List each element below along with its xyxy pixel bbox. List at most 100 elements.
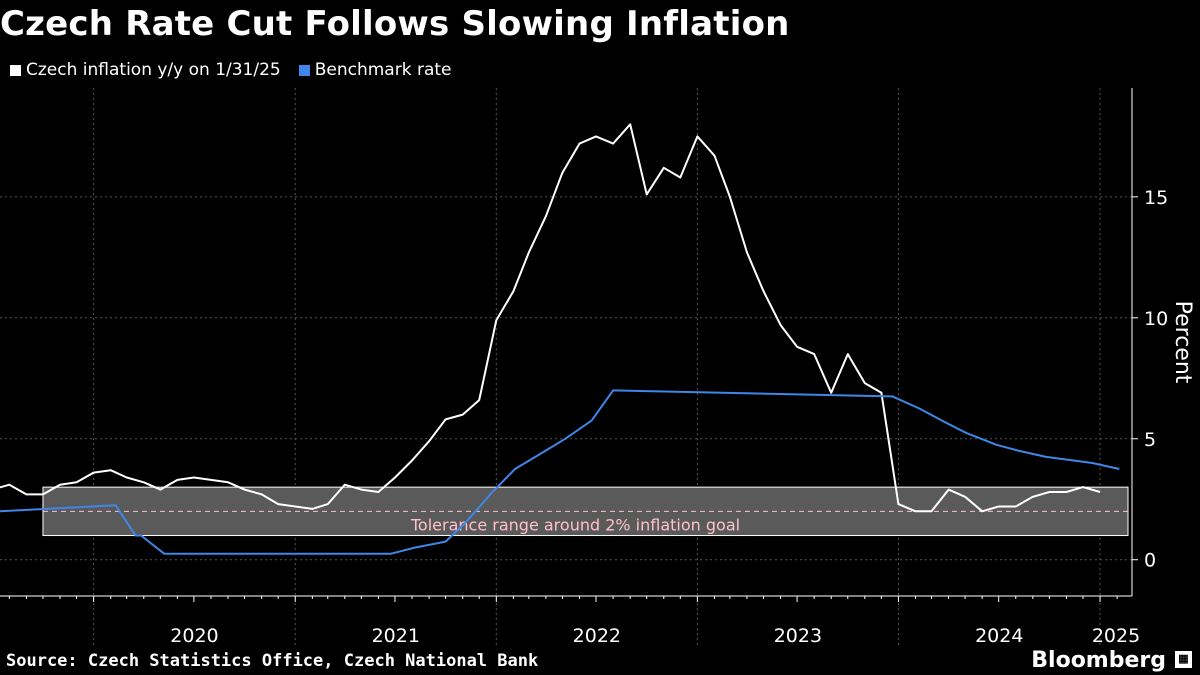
x-tick-label: 2025 [1092,625,1140,647]
data-point-inflation [997,505,1000,508]
data-point-inflation [411,459,414,462]
data-point-inflation [142,481,145,484]
data-point-inflation [745,251,748,254]
tolerance-band-layer: Tolerance range around 2% inflation goal [42,486,1129,537]
data-point-inflation [294,505,297,508]
data-point-inflation [762,290,765,293]
y-tick-label: 5 [1144,429,1156,451]
data-point-inflation [813,353,816,356]
data-point-inflation [393,476,396,479]
data-point-benchmark-rate [514,468,517,471]
y-tick-label: 15 [1144,187,1168,209]
data-point-benchmark-rate [490,492,493,495]
data-point-benchmark-rate [444,540,447,543]
data-point-inflation [629,123,632,126]
data-point-benchmark-rate [891,395,894,398]
data-point-inflation [595,135,598,138]
data-point-inflation [1081,486,1084,489]
data-point-inflation [796,345,799,348]
axis-layer: 0 5 10 15 2020 2021 2022 2023 2024 2025 [0,88,1168,647]
data-point-inflation [176,478,179,481]
data-point-inflation [75,481,78,484]
data-point-inflation [779,324,782,327]
legend-swatch-rate [298,64,310,76]
data-point-inflation [561,171,564,174]
data-point-inflation [930,510,933,513]
grid-layer [0,88,1132,648]
data-point-inflation [728,195,731,198]
data-point-inflation [260,493,263,496]
data-point-inflation [846,353,849,356]
data-point-inflation [277,503,280,506]
data-point-inflation [92,471,95,474]
data-point-benchmark-rate [612,389,615,392]
data-point-inflation [662,166,665,169]
data-point-inflation [863,382,866,385]
data-point-inflation [478,399,481,402]
data-point-benchmark-rate [114,504,117,507]
series-layer [0,123,1120,555]
data-point-benchmark-rate [140,534,143,537]
data-point-inflation [209,478,212,481]
data-point-inflation [527,251,530,254]
data-point-inflation [964,495,967,498]
data-point-inflation [1031,495,1034,498]
legend-swatch-inflation [10,64,21,76]
data-point-inflation [8,483,11,486]
data-point-benchmark-rate [390,552,393,555]
data-point-inflation [109,469,112,472]
data-point-inflation [495,319,498,322]
data-point-inflation [59,483,62,486]
y-axis-label: Percent [1170,301,1195,384]
data-point-inflation [947,488,950,491]
data-point-inflation [360,488,363,491]
data-point-benchmark-rate [918,407,921,410]
data-point-inflation [1048,490,1051,493]
data-point-inflation [880,391,883,394]
data-point-benchmark-rate [413,546,416,549]
bloomberg-logo: Bloomberg [1031,648,1166,673]
data-point-inflation [311,507,314,510]
x-tick-label: 2020 [170,625,218,647]
data-point-inflation [696,135,699,138]
data-point-inflation [1014,505,1017,508]
data-point-inflation [914,510,917,513]
data-point-inflation [612,142,615,145]
data-point-inflation [645,193,648,196]
x-tick-label: 2022 [573,625,621,647]
y-tick-label: 10 [1144,308,1168,330]
data-point-inflation [41,493,44,496]
data-point-inflation [243,488,246,491]
data-point-inflation [343,483,346,486]
data-point-inflation [444,418,447,421]
data-point-inflation [25,493,28,496]
x-tick-label: 2021 [372,625,420,647]
series-line-benchmark-rate [0,389,1120,555]
data-point-benchmark-rate [544,449,547,452]
data-point-benchmark-rate [590,419,593,422]
data-point-inflation [830,391,833,394]
data-point-benchmark-rate [463,522,466,525]
legend-label-rate: Benchmark rate [314,60,452,80]
data-point-benchmark-rate [995,443,998,446]
data-point-inflation [981,510,984,513]
data-point-inflation [1065,490,1068,493]
terminal-icon: ▦ [1175,651,1192,668]
data-point-benchmark-rate [564,437,567,440]
data-point-benchmark-rate [1018,449,1021,452]
data-point-inflation [1099,490,1102,493]
data-point-inflation [713,154,716,157]
data-point-inflation [578,142,581,145]
tolerance-band-label: Tolerance range around 2% inflation goal [410,515,740,534]
chart-title: Czech Rate Cut Follows Slowing Inflation [0,4,790,44]
series-line-inflation [0,123,1101,513]
data-point-inflation [679,176,682,179]
data-point-benchmark-rate [964,431,967,434]
data-point-benchmark-rate [163,552,166,555]
data-point-inflation [326,503,329,506]
legend-item-inflation: Czech inflation y/y on 1/31/25 [10,60,281,80]
data-point-inflation [461,413,464,416]
legend-label-inflation: Czech inflation y/y on 1/31/25 [26,60,281,80]
x-tick-label: 2023 [774,625,822,647]
